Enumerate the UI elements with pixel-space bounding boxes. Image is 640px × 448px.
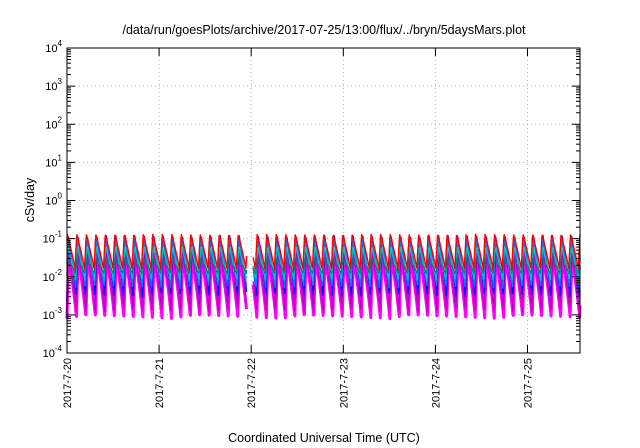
series-line [66,251,248,313]
y-tick-label: 103 [45,77,62,93]
series-line [252,233,581,271]
y-tick-label: 10-1 [43,230,63,246]
y-tick-label: 101 [45,153,62,169]
y-axis-label: cSv/day [23,177,37,222]
y-tick-label: 10-4 [43,344,63,360]
x-axis-label: Coordinated Universal Time (UTC) [228,431,420,445]
series-line [66,257,248,275]
y-tick-label: 10-3 [43,306,63,322]
x-tick-label: 2017-7-21 [154,358,166,408]
x-tick-label: 2017-7-23 [338,358,350,408]
y-tick-label: 102 [45,115,62,131]
series-line [66,246,248,282]
x-tick-label: 2017-7-25 [523,358,535,408]
x-tick-label: 2017-7-24 [430,358,442,408]
x-tick-label: 2017-7-20 [62,358,74,408]
y-tick-label: 100 [45,192,62,208]
x-tick-label: 2017-7-22 [246,358,258,408]
chart-title: /data/run/goesPlots/archive/2017-07-25/1… [122,23,526,37]
series-line [66,233,248,271]
plot-series [65,233,582,320]
y-axis: 10-4 10-3 10-2 10-1 100 101 102 103 104 [43,39,580,360]
series-line [252,257,581,275]
x-axis: 2017-7-20 2017-7-21 2017-7-22 2017-7-23 2017… [62,48,535,408]
series-line [252,246,581,282]
y-tick-label: 104 [45,39,62,55]
y-tick-label: 10-2 [43,268,63,284]
